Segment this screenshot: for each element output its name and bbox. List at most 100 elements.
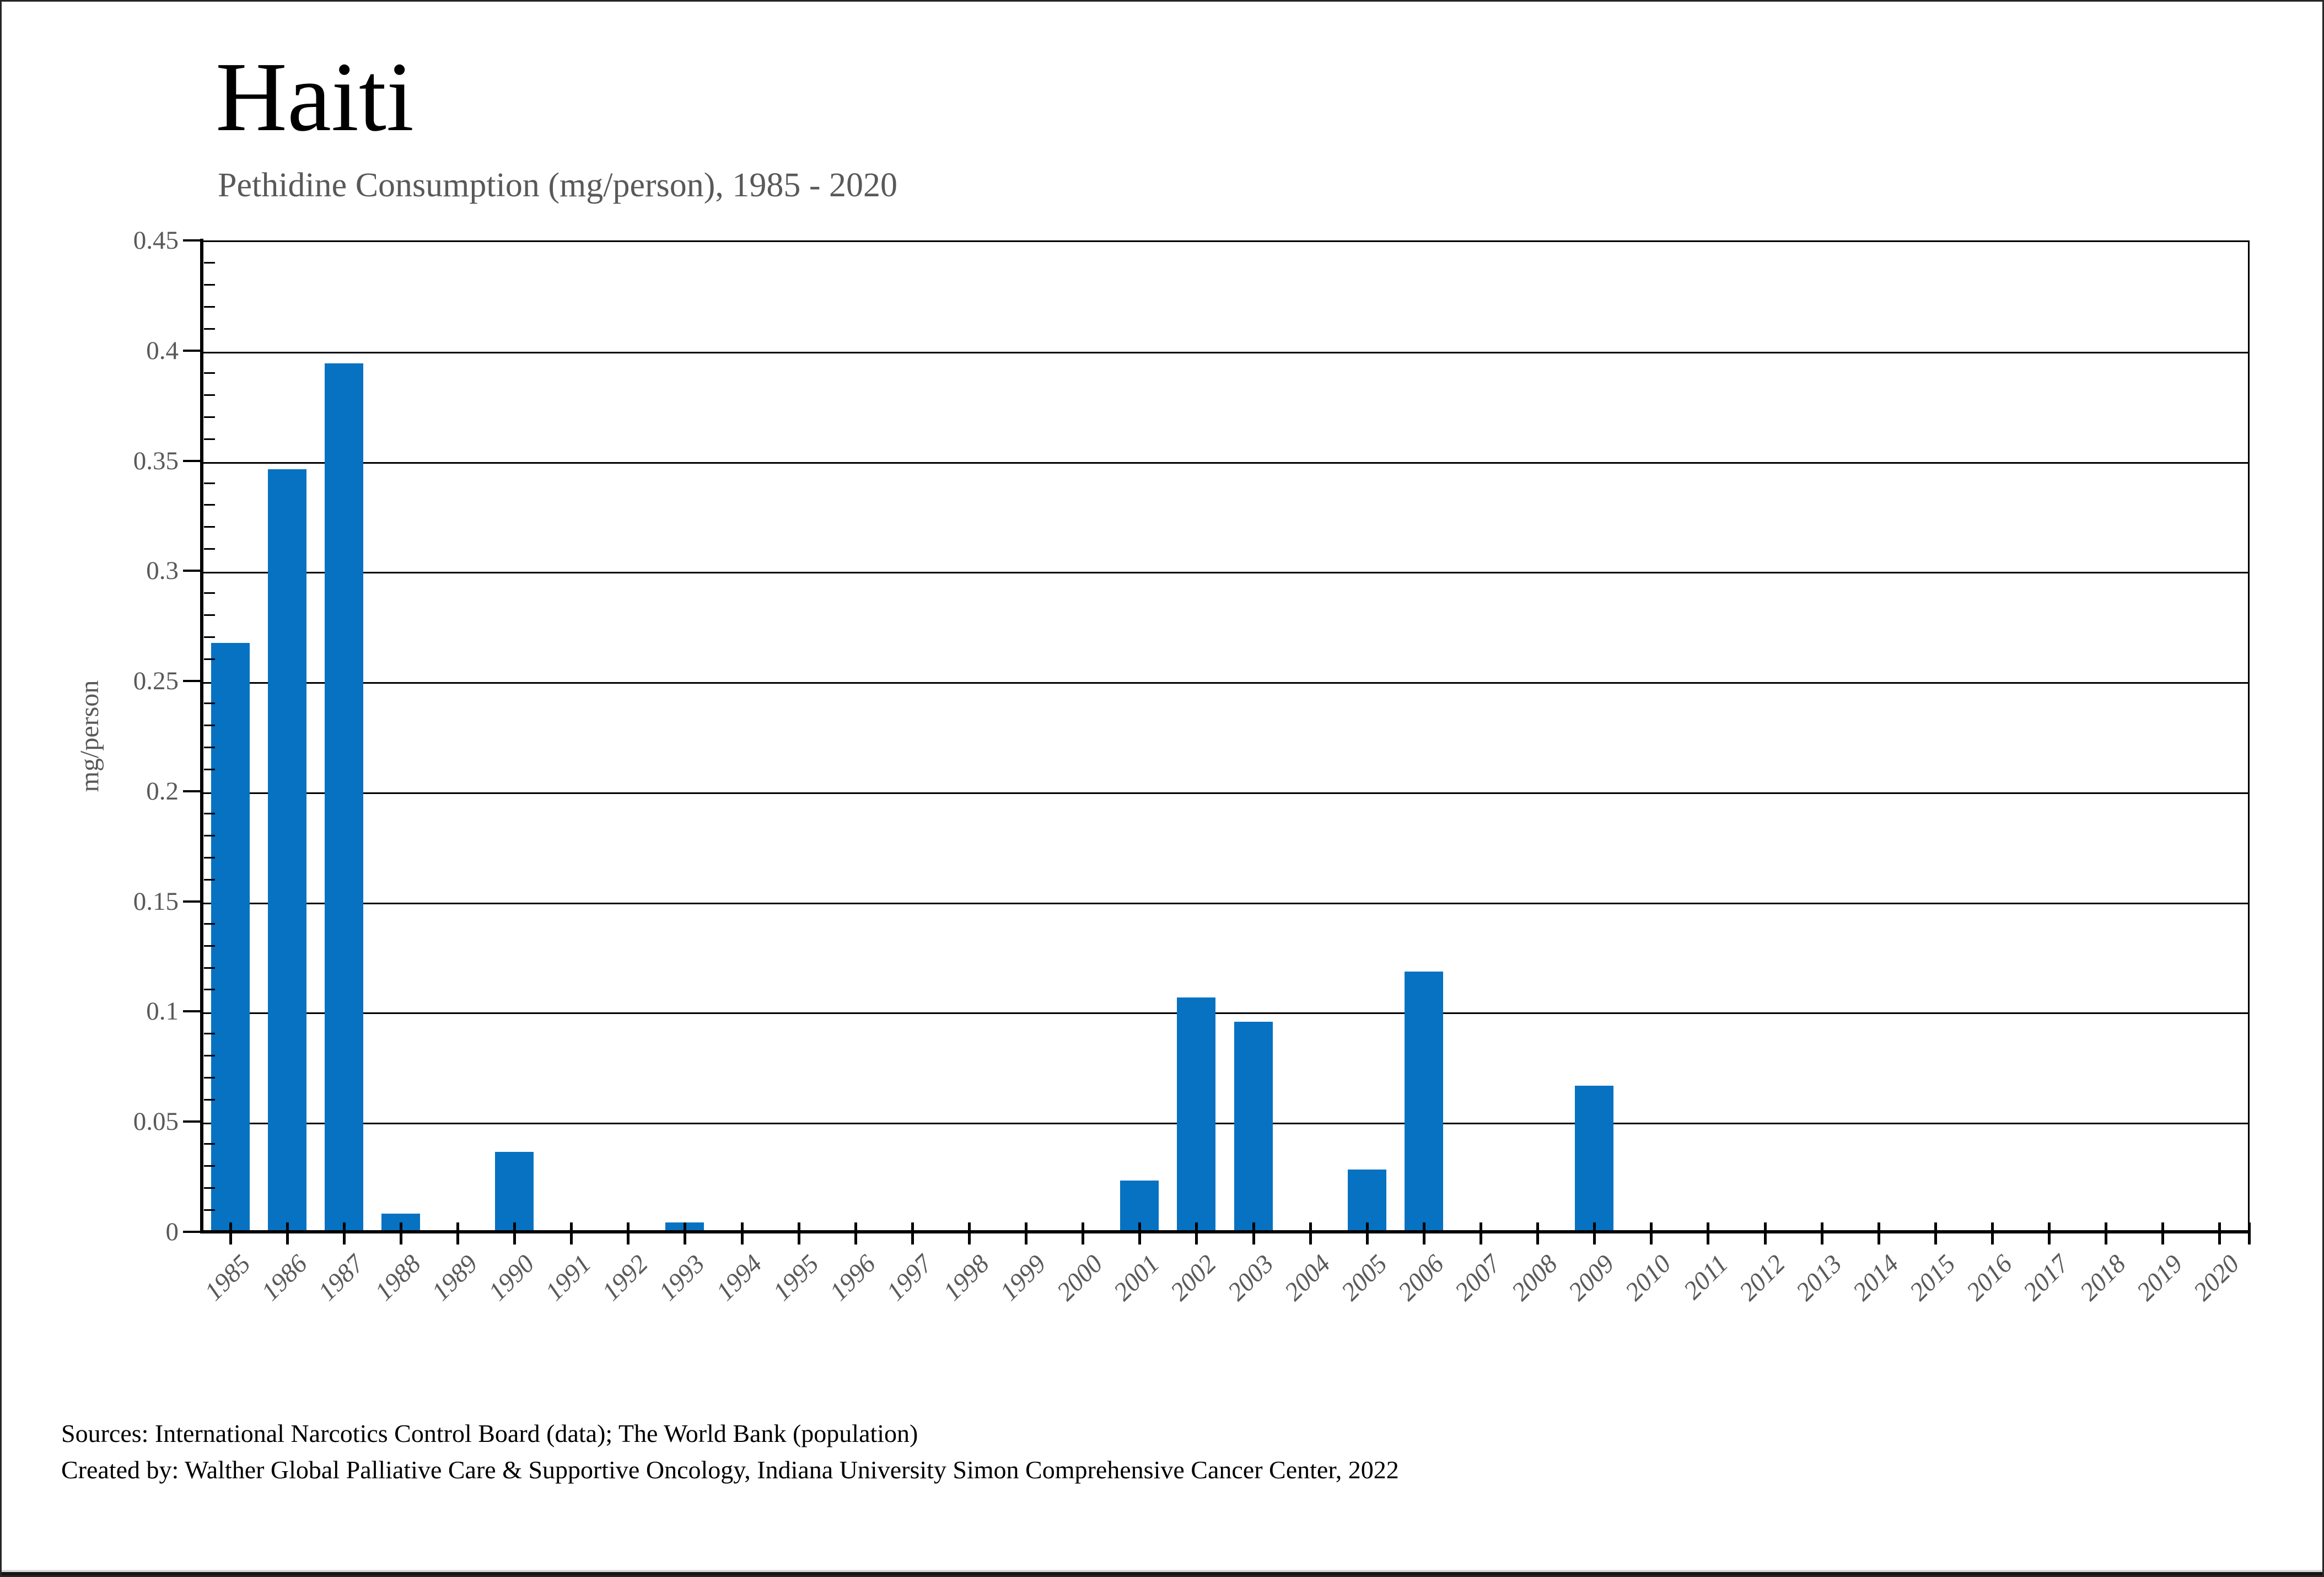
x-tick-1999 — [1025, 1222, 1028, 1245]
x-year-label-text: 1987 — [313, 1249, 370, 1307]
x-year-label-text: 2015 — [1904, 1249, 1961, 1307]
gridline-0.15 — [202, 902, 2248, 904]
x-year-label-text: 2001 — [1108, 1249, 1165, 1307]
y-tick-label-0.2: 0.2 — [146, 776, 179, 806]
x-tick-2007 — [1480, 1222, 1482, 1245]
y-minor-tick — [204, 856, 215, 859]
y-minor-tick — [204, 1187, 215, 1189]
y-major-tick — [183, 239, 202, 242]
x-year-label-text: 2009 — [1563, 1249, 1620, 1307]
x-tick-2017 — [2048, 1222, 2051, 1245]
x-year-label-text: 2014 — [1847, 1249, 1905, 1307]
bar-2003 — [1234, 1022, 1273, 1233]
x-tick-2000 — [1082, 1222, 1085, 1245]
x-year-label-text: 1985 — [198, 1249, 256, 1307]
y-major-tick — [183, 1231, 202, 1233]
x-tick-1988 — [399, 1222, 402, 1245]
bottom-accent-bar — [2, 1572, 2322, 1575]
x-tick-2005 — [1365, 1222, 1369, 1245]
y-minor-tick — [204, 614, 215, 616]
y-major-tick — [183, 900, 202, 903]
y-minor-tick — [204, 504, 215, 506]
y-minor-tick — [204, 702, 215, 705]
chart-title: Haiti — [216, 42, 414, 152]
x-year-label-text: 2012 — [1733, 1249, 1791, 1307]
x-year-label-text: 1994 — [710, 1249, 768, 1307]
y-minor-tick — [204, 1165, 215, 1167]
x-year-label-text: 2005 — [1336, 1249, 1393, 1307]
x-tick-2013 — [1820, 1222, 1823, 1245]
x-year-label-text: 2003 — [1222, 1249, 1279, 1307]
y-minor-tick — [204, 283, 215, 286]
x-year-label-text: 2017 — [2018, 1249, 2075, 1307]
y-axis-line — [200, 239, 203, 1233]
x-tick-1986 — [286, 1222, 289, 1245]
bar-1987 — [324, 363, 363, 1233]
x-tick-2006 — [1422, 1222, 1425, 1245]
gridline-0.40 — [202, 351, 2248, 353]
y-minor-tick — [204, 548, 215, 550]
y-major-tick — [183, 790, 202, 792]
y-minor-tick — [204, 416, 215, 418]
chart-subtitle: Pethidine Consumption (mg/person), 1985 … — [218, 167, 898, 204]
y-major-tick — [183, 1010, 202, 1013]
y-tick-label-0.35: 0.35 — [133, 446, 179, 475]
x-tick-2004 — [1309, 1222, 1312, 1245]
x-tick-2020 — [2218, 1222, 2221, 1245]
x-year-label-text: 1992 — [596, 1249, 654, 1307]
x-tick-2009 — [1593, 1222, 1596, 1245]
y-minor-tick — [204, 945, 215, 947]
x-tick-1991 — [570, 1222, 573, 1245]
x-year-label-text: 1995 — [767, 1249, 825, 1307]
x-year-label-text: 1986 — [256, 1249, 313, 1307]
y-minor-tick — [204, 658, 215, 661]
y-major-tick — [183, 349, 202, 352]
y-minor-tick — [204, 967, 215, 969]
gridline-0.30 — [202, 572, 2248, 574]
y-minor-tick — [204, 592, 215, 594]
x-tick-1990 — [513, 1222, 517, 1245]
x-year-label-text: 2006 — [1392, 1249, 1450, 1307]
y-minor-tick — [204, 1099, 215, 1101]
y-minor-tick — [204, 394, 215, 396]
y-tick-label-0.3: 0.3 — [146, 556, 179, 586]
x-year-label-text: 2013 — [1790, 1249, 1848, 1307]
bottom-gray-rule — [2, 1570, 2322, 1572]
y-minor-tick — [204, 725, 215, 727]
x-tick-2008 — [1536, 1222, 1540, 1245]
gridline-0.25 — [202, 682, 2248, 684]
bar-1985 — [211, 643, 250, 1233]
x-tick-2001 — [1138, 1222, 1142, 1245]
x-year-label-text: 2002 — [1165, 1249, 1223, 1307]
x-tick-axis-end — [2248, 1222, 2251, 1245]
y-tick-label-0.15: 0.15 — [133, 887, 179, 916]
x-year-label-text: 1996 — [824, 1249, 881, 1307]
bar-2009 — [1575, 1086, 1614, 1233]
y-tick-label-0.4: 0.4 — [146, 336, 179, 365]
y-minor-tick — [204, 1143, 215, 1145]
x-year-label-text: 2007 — [1449, 1249, 1507, 1307]
y-minor-tick — [204, 438, 215, 440]
x-year-label-text: 1993 — [653, 1249, 711, 1307]
x-tick-2002 — [1195, 1222, 1198, 1245]
x-tick-1993 — [684, 1222, 687, 1245]
y-minor-tick — [204, 922, 215, 925]
x-tick-1998 — [968, 1222, 971, 1245]
x-year-label-text: 2016 — [1961, 1249, 2018, 1307]
gridline-0.10 — [202, 1012, 2248, 1015]
x-year-label-text: 2019 — [2131, 1249, 2188, 1307]
bar-1990 — [495, 1152, 534, 1233]
x-year-label-text: 1991 — [540, 1249, 597, 1307]
x-year-label-text: 1990 — [483, 1249, 540, 1307]
plot-area — [202, 240, 2250, 1233]
x-tick-2011 — [1707, 1222, 1710, 1245]
x-tick-1996 — [854, 1222, 857, 1245]
y-minor-tick — [204, 746, 215, 748]
x-year-label-text: 1997 — [881, 1249, 938, 1307]
y-minor-tick — [204, 878, 215, 881]
x-tick-1997 — [911, 1222, 914, 1245]
x-tick-1987 — [342, 1222, 346, 1245]
y-tick-label-0.1: 0.1 — [146, 997, 179, 1026]
x-year-label-text: 2020 — [2188, 1249, 2246, 1307]
